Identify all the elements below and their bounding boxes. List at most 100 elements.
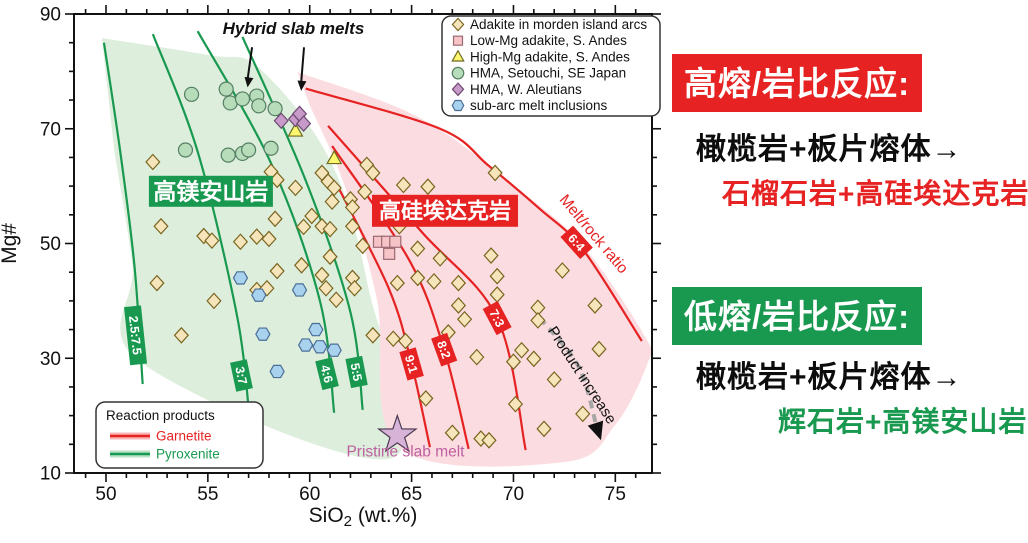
hma-field-label-text: 高镁安山岩 xyxy=(153,179,268,205)
data-point xyxy=(575,405,591,423)
y-tick-label: 70 xyxy=(40,119,61,140)
data-point xyxy=(483,247,499,264)
data-point xyxy=(383,247,396,260)
ratio-label-2.5:7.5: 2.5:7.5 xyxy=(124,305,148,366)
data-point xyxy=(469,348,485,366)
data-point xyxy=(355,237,371,255)
x-tick-label: 50 xyxy=(95,484,116,505)
reaction-products-legend: Reaction products Garnetite Pyroxenite xyxy=(95,401,264,469)
ratio-label-8:2: 8:2 xyxy=(431,332,458,367)
data-point xyxy=(432,250,448,267)
data-point xyxy=(591,340,607,358)
ratio-label-3:7: 3:7 xyxy=(230,359,253,392)
legend-box xyxy=(441,15,661,117)
legend-item-label: HMA, Setouchi, SE Japan xyxy=(470,66,626,81)
data-point xyxy=(507,395,524,413)
arrowhead-icon xyxy=(244,76,254,88)
x-tick-label: 70 xyxy=(503,484,524,505)
ratio-label-text: 3:7 xyxy=(232,365,249,386)
square-legend-icon xyxy=(452,35,464,46)
data-point xyxy=(314,217,330,235)
data-point xyxy=(426,272,442,290)
data-point xyxy=(232,233,249,251)
data-point xyxy=(324,193,340,211)
data-point xyxy=(481,431,497,449)
pristine-slab-melt: Pristine slab melt xyxy=(346,413,465,460)
data-point xyxy=(395,176,412,194)
ratio-label-box xyxy=(399,347,424,381)
low-ratio-result: 辉石岩+高镁安山岩 xyxy=(778,406,1028,437)
reaction-legend-item-label: Garnetite xyxy=(156,429,212,444)
ratio-label-box xyxy=(230,359,253,392)
data-point xyxy=(328,291,344,309)
data-point xyxy=(389,274,405,292)
data-point xyxy=(344,198,361,216)
ratio-label-text: 2.5:7.5 xyxy=(126,315,144,355)
data-point xyxy=(251,288,267,302)
ratio-label-box xyxy=(482,301,512,336)
data-point xyxy=(204,232,220,250)
data-point xyxy=(322,220,338,238)
data-point xyxy=(322,248,338,266)
arrowhead-icon xyxy=(297,80,307,91)
y-tick-label: 90 xyxy=(40,5,61,26)
data-point xyxy=(297,338,314,352)
data-point xyxy=(218,81,234,97)
low-ratio-equation: 橄榄岩+板片熔体→ xyxy=(696,361,963,394)
data-point xyxy=(385,330,401,348)
data-point xyxy=(287,179,304,197)
data-point xyxy=(304,207,320,225)
data-point xyxy=(269,364,285,379)
ratio-label-text: 8:2 xyxy=(434,339,453,361)
legend-item-label: sub-arc melt inclusions xyxy=(470,98,608,113)
reaction-legend-title: Reaction products xyxy=(106,408,215,423)
data-point xyxy=(263,140,279,156)
triangle-legend-icon xyxy=(451,49,465,62)
data-point xyxy=(220,147,236,163)
data-point xyxy=(526,350,542,368)
y-tick-label: 10 xyxy=(40,464,61,485)
y-tick-label: 50 xyxy=(40,234,61,255)
data-point xyxy=(153,217,169,235)
data-point xyxy=(249,228,265,246)
data-point xyxy=(234,91,251,107)
data-point xyxy=(308,322,324,337)
data-point xyxy=(450,274,467,292)
data-point xyxy=(397,332,414,350)
data-point xyxy=(489,267,505,285)
ratio-labels: 2.5:7.53:7 4:6 5:5 9:18:27:36:4 xyxy=(124,225,593,392)
data-point xyxy=(530,311,546,329)
data-point xyxy=(536,420,552,438)
series-triangle xyxy=(287,122,343,165)
hexagon-legend-icon xyxy=(451,99,465,112)
data-point xyxy=(456,310,473,328)
data-point xyxy=(273,112,289,130)
ratio-label-4:6: 4:6 xyxy=(315,357,339,391)
hybrid-slab-melts-label: Hybrid slab melts xyxy=(223,19,365,38)
data-point xyxy=(357,183,373,201)
data-point xyxy=(296,218,312,236)
ratio-label-text: 9:1 xyxy=(402,354,420,375)
data-point xyxy=(287,122,304,137)
data-point xyxy=(410,240,426,258)
data-point xyxy=(173,326,189,344)
series-diamond xyxy=(145,153,607,449)
data-point xyxy=(318,279,334,297)
data-point xyxy=(312,340,328,354)
data-point xyxy=(177,142,194,158)
annotation-arrow-line xyxy=(246,47,254,80)
data-point xyxy=(232,271,249,285)
data-point xyxy=(314,266,330,284)
low-ratio-heading: 低熔/岩比反应: xyxy=(672,287,923,345)
data-point xyxy=(587,297,603,314)
ratio-label-7:3: 7:3 xyxy=(482,301,512,336)
data-point xyxy=(241,142,257,158)
series-circle xyxy=(177,81,283,163)
annotation-arrow-line xyxy=(300,47,306,83)
data-point xyxy=(450,297,467,314)
hma-field-label-box xyxy=(148,175,273,207)
hsa-field-label: 高硅埃达克岩 xyxy=(372,194,519,227)
ratio-label-text: 4:6 xyxy=(318,363,336,384)
y-tick-label: 30 xyxy=(40,349,61,370)
